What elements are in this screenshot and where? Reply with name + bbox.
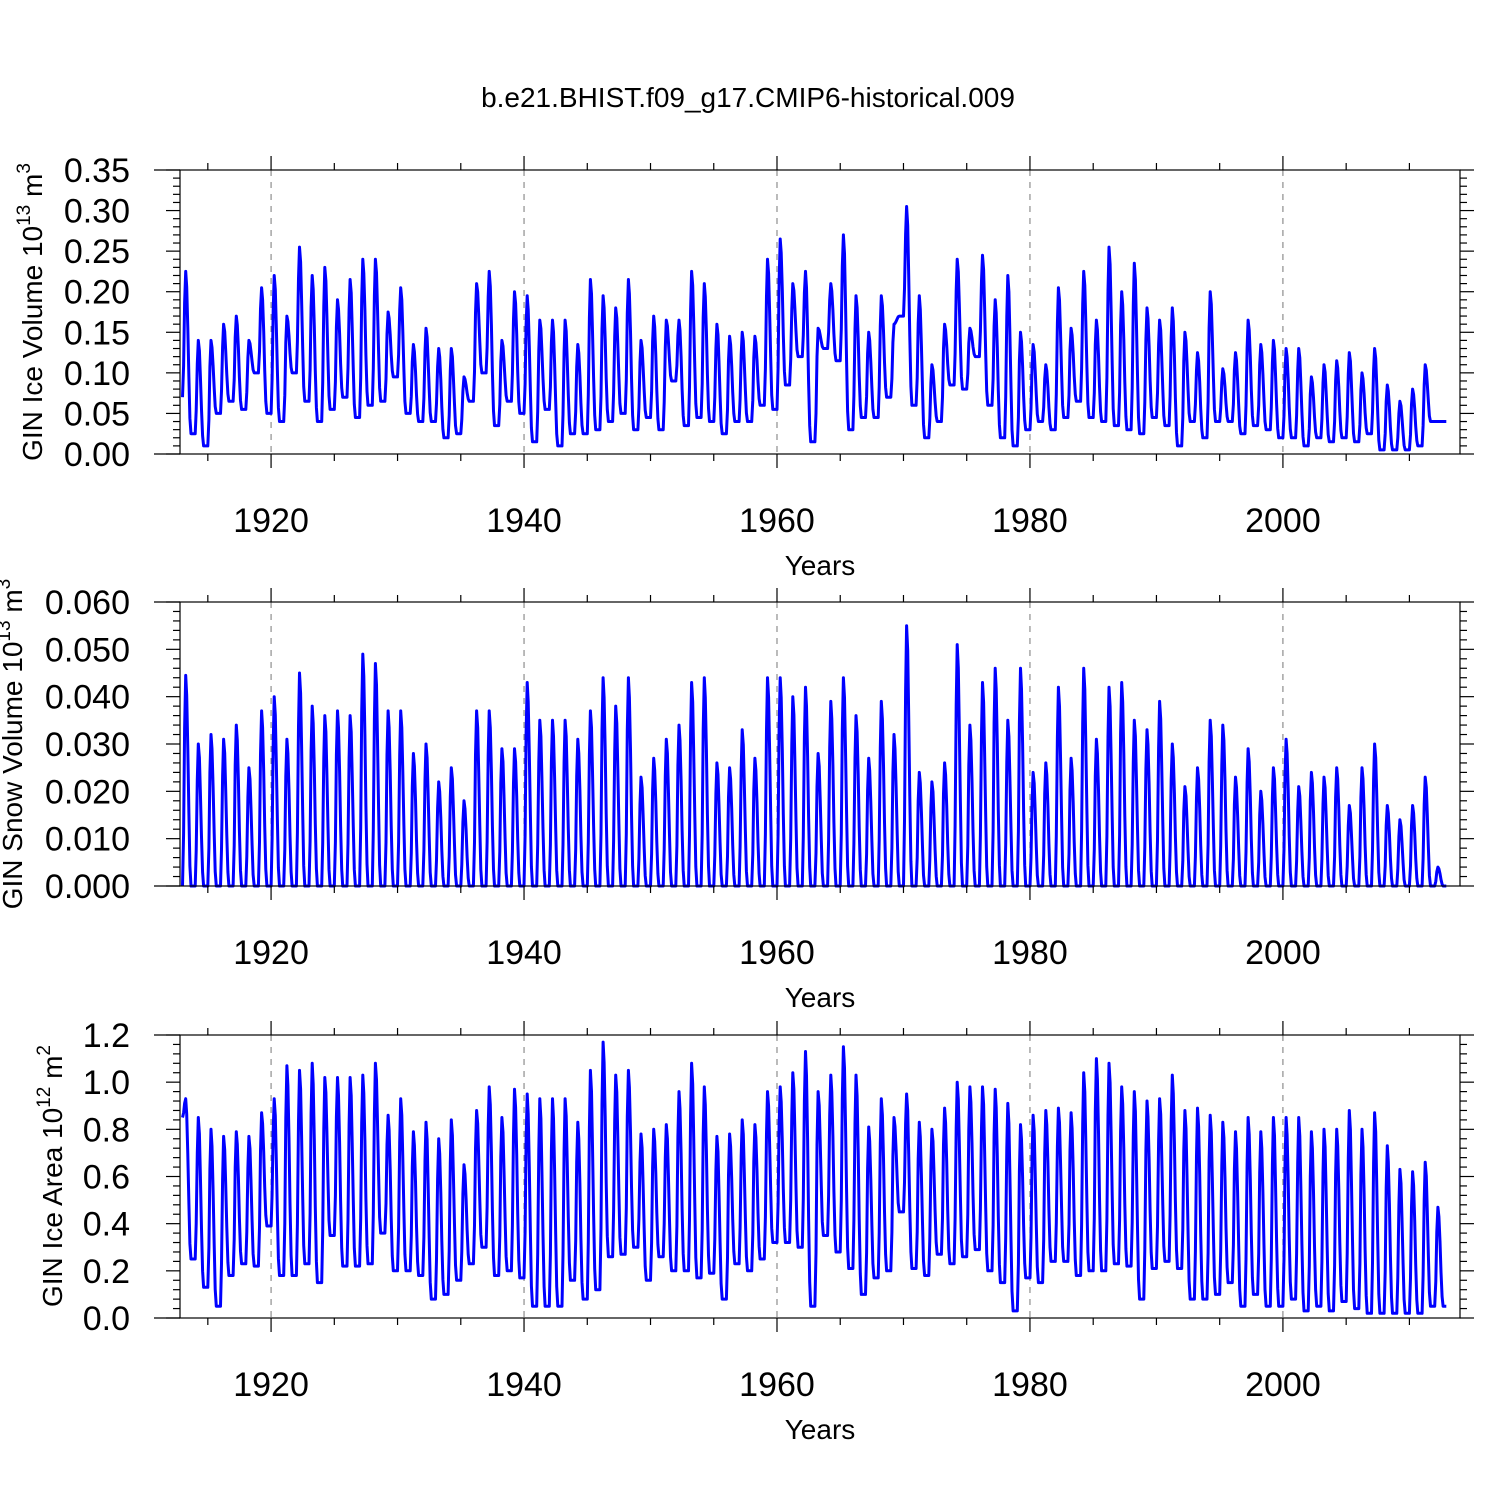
y-tick-label: 0.060 — [45, 584, 130, 622]
x-tick-label: 2000 — [1245, 502, 1321, 540]
x-tick-label: 1920 — [233, 502, 309, 540]
x-tick-label: 1920 — [233, 934, 309, 972]
y-tick-label: 0.8 — [83, 1111, 130, 1149]
x-tick-label: 1980 — [992, 1366, 1068, 1404]
panel-1: 1920 1940 1960 1980 2000 Years 0.000.050.100.1… — [14, 152, 1474, 581]
y-axis-title: GIN Ice Volume 1013 m3 — [14, 163, 48, 461]
y-tick-label: 0.050 — [45, 631, 130, 669]
y-tick-label: 0.0 — [83, 1300, 130, 1338]
x-tick-label: 1960 — [739, 934, 815, 972]
x-tick-label: 1960 — [739, 502, 815, 540]
y-axis-title: GIN Snow Volume 1013 m3 — [0, 579, 28, 910]
plot-frame — [179, 169, 1461, 455]
y-tick-label: 0.020 — [45, 773, 130, 811]
y-tick-label: 0.15 — [64, 314, 130, 352]
y-tick-label: 0.25 — [64, 233, 130, 271]
y-tick-label: 0.35 — [64, 152, 130, 190]
y-tick-label: 0.010 — [45, 821, 130, 859]
y-tick-label: 0.4 — [83, 1206, 130, 1244]
y-tick-label: 0.2 — [83, 1253, 130, 1291]
x-tick-label: 1920 — [233, 1366, 309, 1404]
y-tick-label: 0.000 — [45, 868, 130, 906]
x-tick-label: 2000 — [1245, 1366, 1321, 1404]
y-tick-label: 1.2 — [83, 1017, 130, 1055]
y-tick-label: 0.6 — [83, 1159, 130, 1197]
x-axis-title: Years — [785, 1414, 856, 1445]
x-axis-title: Years — [785, 982, 856, 1013]
x-tick-label: 1940 — [486, 502, 562, 540]
y-tick-label: 0.30 — [64, 193, 130, 231]
x-tick-label: 1960 — [739, 1366, 815, 1404]
figure-title: b.e21.BHIST.f09_g17.CMIP6-historical.009 — [481, 82, 1015, 113]
series-line-1 — [181, 205, 1447, 452]
panel-3: 1920 1940 1960 1980 2000 Years 0.0 0.2 0.4 0.6 0.8… — [34, 1017, 1474, 1445]
x-tick-label: 1980 — [992, 934, 1068, 972]
x-tick-label: 1940 — [486, 934, 562, 972]
x-axis-title: Years — [785, 550, 856, 581]
y-tick-label: 0.10 — [64, 355, 130, 393]
y-tick-label: 0.05 — [64, 395, 130, 433]
panel-2: 1920 1940 1960 1980 2000 Years 0.000 0.010 0.020… — [0, 579, 1474, 1013]
y-tick-label: 0.030 — [45, 726, 130, 764]
y-tick-label: 0.20 — [64, 274, 130, 312]
series-line-2 — [181, 624, 1447, 888]
y-tick-label: 0.040 — [45, 679, 130, 717]
x-tick-label: 1980 — [992, 502, 1068, 540]
x-tick-label: 1940 — [486, 1366, 562, 1404]
y-tick-label: 1.0 — [83, 1064, 130, 1102]
y-tick-label: 0.00 — [64, 436, 130, 474]
series-line-3 — [181, 1040, 1447, 1315]
y-axis-title: GIN Ice Area 1012 m2 — [34, 1045, 68, 1307]
x-tick-label: 2000 — [1245, 934, 1321, 972]
